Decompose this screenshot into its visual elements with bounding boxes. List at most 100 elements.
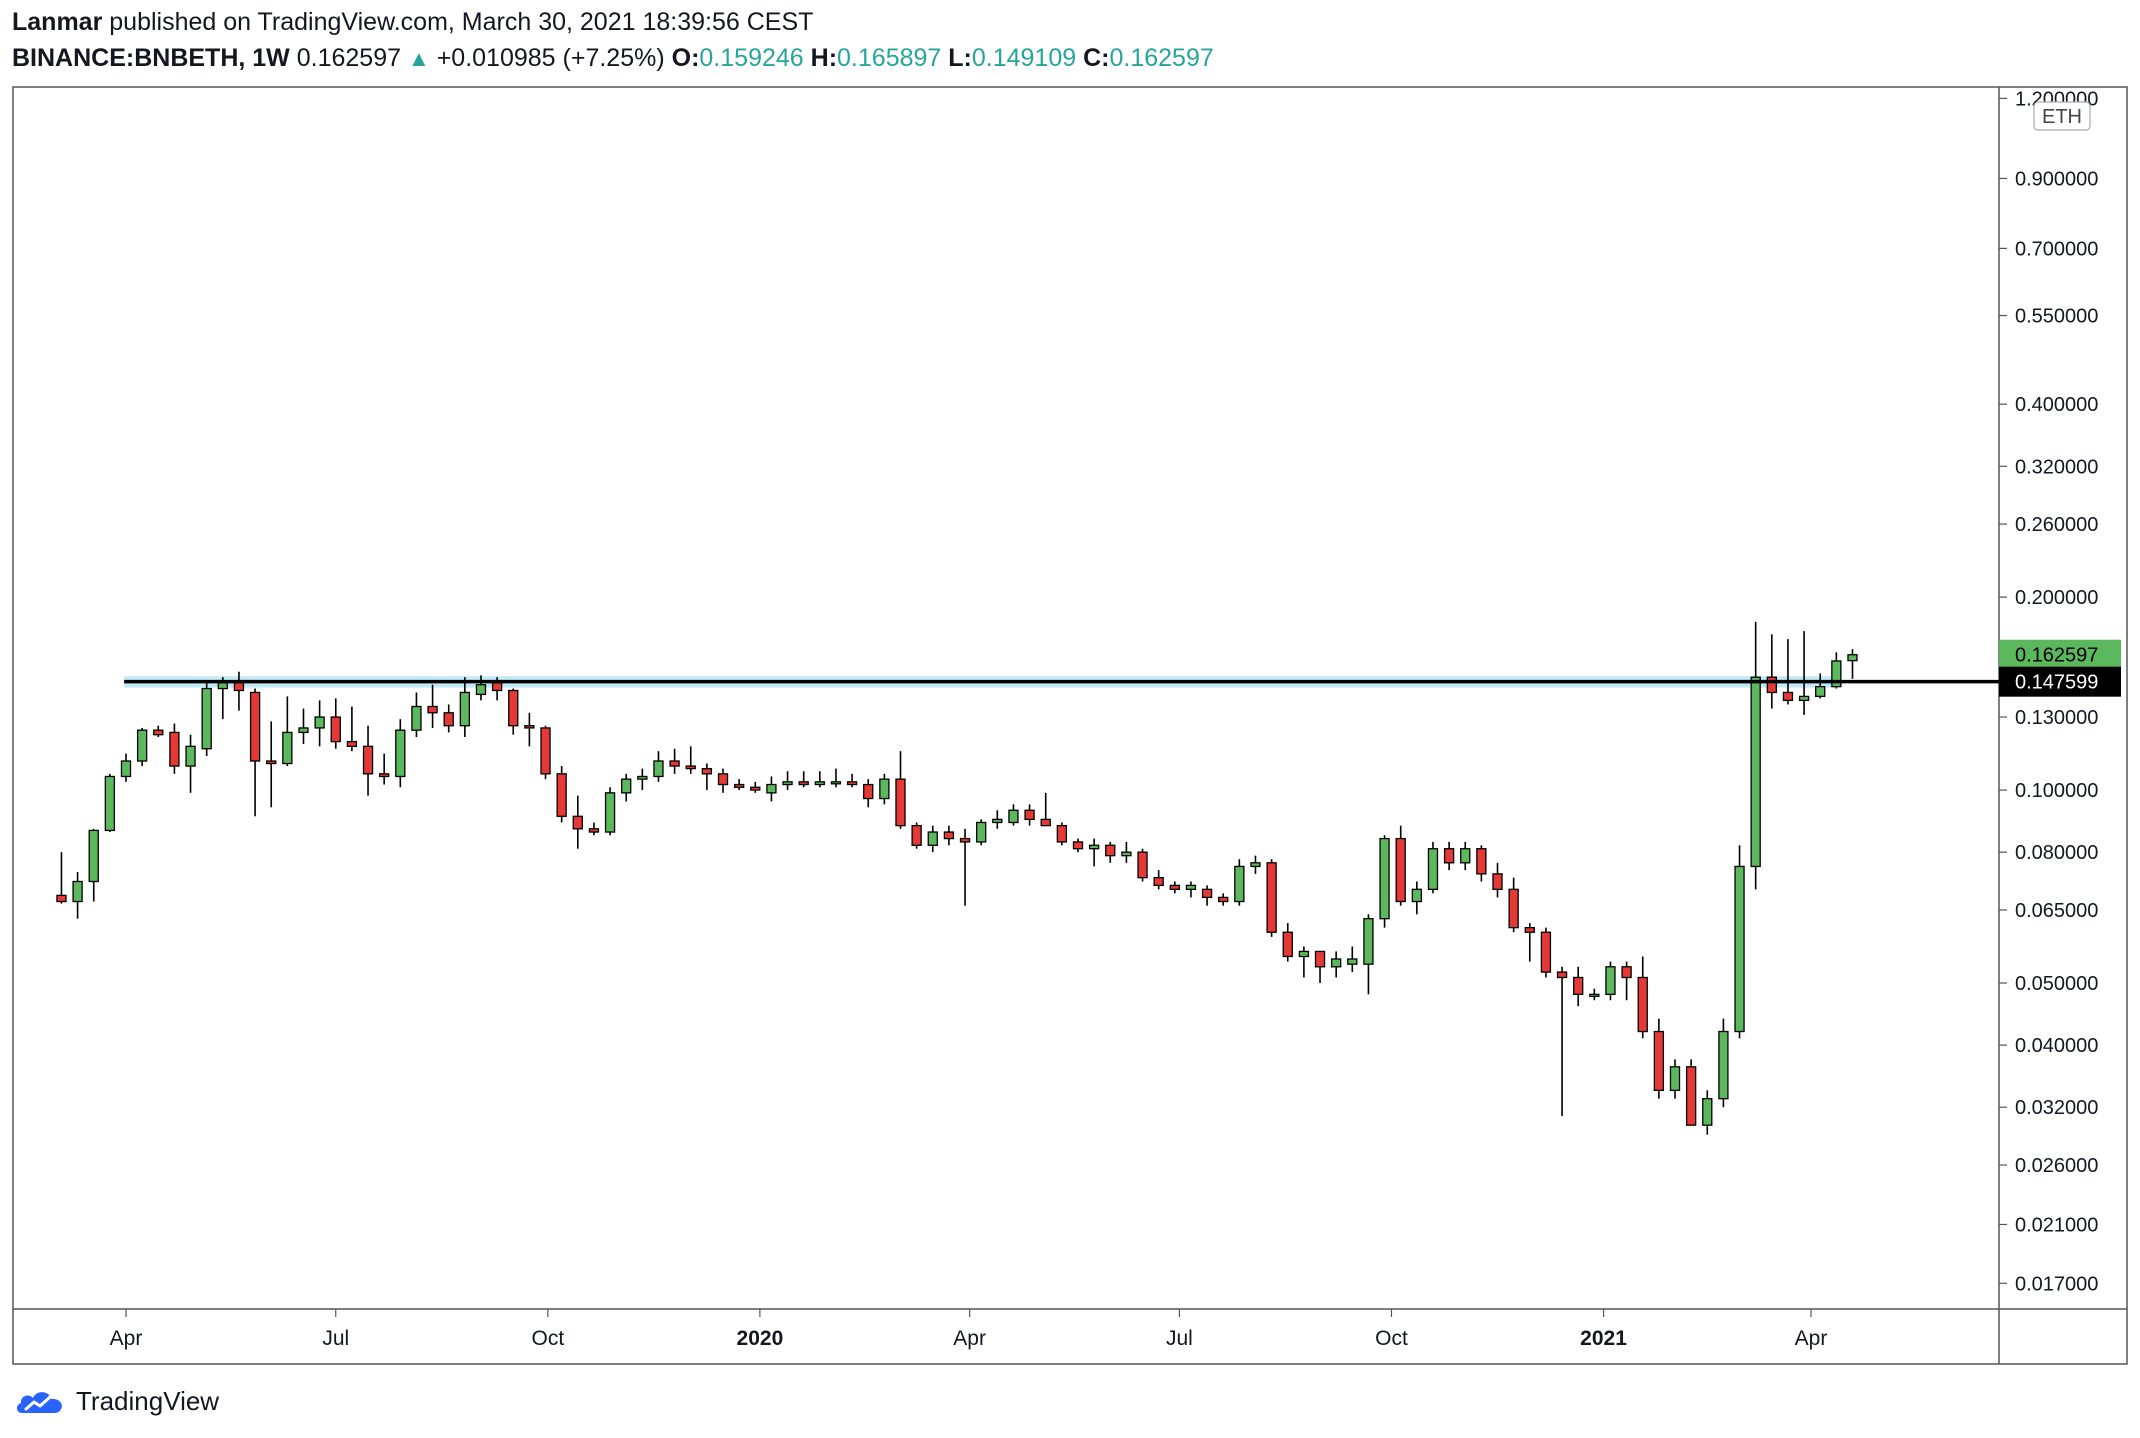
candle[interactable] [475, 675, 487, 701]
candle[interactable] [621, 773, 632, 802]
candlestick-chart[interactable]: 1.2000000.9000000.7000000.5500000.400000… [0, 0, 2140, 1380]
candle[interactable] [1282, 923, 1293, 962]
candle[interactable] [1250, 855, 1261, 874]
candle[interactable] [1556, 966, 1568, 1117]
candle[interactable] [1072, 838, 1084, 853]
candle[interactable] [1040, 792, 1051, 827]
candle[interactable] [540, 725, 551, 780]
candle[interactable] [1798, 631, 1810, 715]
candle[interactable] [1298, 946, 1310, 978]
author-name[interactable]: Lanmar [12, 8, 103, 36]
candle[interactable] [717, 768, 729, 793]
candle[interactable] [1605, 961, 1616, 1001]
candle[interactable] [1330, 951, 1342, 978]
candle[interactable] [120, 753, 132, 782]
candle[interactable] [733, 779, 745, 791]
candle[interactable] [943, 825, 955, 846]
candle[interactable] [459, 677, 471, 737]
last-price-badge[interactable]: 0.162597 [1999, 639, 2121, 670]
candle[interactable] [669, 748, 680, 774]
candle[interactable] [1734, 845, 1745, 1039]
candle[interactable] [524, 712, 535, 747]
candle[interactable] [314, 700, 325, 747]
candle[interactable] [1637, 956, 1648, 1039]
candle[interactable] [766, 776, 777, 802]
candle[interactable] [895, 751, 906, 829]
candle[interactable] [1411, 881, 1423, 915]
candle[interactable] [556, 766, 567, 823]
candle[interactable] [1573, 966, 1584, 1007]
candle[interactable] [153, 725, 164, 737]
candle[interactable] [1379, 835, 1390, 928]
candle[interactable] [588, 822, 600, 836]
candle[interactable] [1750, 621, 1761, 890]
candle[interactable] [1460, 841, 1471, 871]
candle[interactable] [863, 779, 874, 808]
candle[interactable] [701, 763, 713, 791]
candle[interactable] [1685, 1059, 1697, 1126]
candle[interactable] [1088, 838, 1100, 867]
candle[interactable] [1508, 877, 1519, 933]
candle[interactable] [1008, 804, 1019, 826]
candle[interactable] [1395, 825, 1406, 906]
candle[interactable] [1153, 870, 1164, 890]
candle[interactable] [1492, 862, 1503, 898]
candle[interactable] [911, 822, 922, 849]
candle[interactable] [1815, 673, 1826, 699]
candle[interactable] [879, 773, 890, 805]
candle[interactable] [685, 746, 696, 774]
candle[interactable] [1524, 923, 1535, 962]
candle[interactable] [1121, 841, 1132, 863]
candle[interactable] [653, 751, 664, 782]
candle[interactable] [1056, 822, 1068, 846]
candle[interactable] [830, 768, 842, 788]
candle[interactable] [1266, 859, 1277, 937]
candle[interactable] [604, 787, 616, 836]
candle[interactable] [1427, 841, 1439, 894]
candle[interactable] [976, 819, 987, 846]
candle[interactable] [249, 688, 261, 817]
candle[interactable] [1314, 950, 1326, 983]
candle[interactable] [1218, 893, 1229, 906]
candle[interactable] [330, 698, 341, 749]
candle[interactable] [346, 706, 358, 752]
candle[interactable] [846, 773, 858, 788]
line-price-badge[interactable]: 0.147599 [1999, 666, 2121, 697]
candle[interactable] [1766, 634, 1777, 709]
candle[interactable] [1653, 1018, 1665, 1099]
candle[interactable] [508, 688, 519, 735]
candle[interactable] [959, 828, 971, 906]
candle[interactable] [798, 771, 809, 788]
footer-brand[interactable]: TradingView [14, 1386, 219, 1417]
candle[interactable] [1782, 639, 1794, 705]
candle[interactable] [169, 723, 180, 774]
currency-badge[interactable]: ETH [2033, 101, 2091, 131]
candle[interactable] [282, 696, 293, 767]
candle[interactable] [782, 771, 793, 791]
candle[interactable] [814, 771, 825, 788]
candle[interactable] [1185, 881, 1197, 898]
candle[interactable] [1347, 946, 1358, 973]
candle[interactable] [298, 708, 309, 744]
candle[interactable] [362, 725, 374, 796]
candle[interactable] [1169, 881, 1180, 894]
candle[interactable] [56, 852, 67, 904]
candle[interactable] [1847, 649, 1858, 679]
candle[interactable] [1363, 914, 1374, 995]
candle[interactable] [217, 677, 228, 720]
candle[interactable] [185, 734, 196, 793]
candle[interactable] [1702, 1090, 1713, 1135]
candle[interactable] [572, 795, 583, 849]
candle[interactable] [411, 692, 422, 737]
candle[interactable] [1540, 927, 1552, 978]
candle[interactable] [72, 871, 83, 919]
candle[interactable] [1234, 859, 1245, 906]
candle[interactable] [637, 768, 648, 791]
candle[interactable] [750, 781, 761, 793]
candle[interactable] [1669, 1059, 1681, 1099]
candle[interactable] [443, 704, 454, 733]
candle[interactable] [1024, 804, 1035, 826]
candle[interactable] [1137, 848, 1148, 882]
candle[interactable] [1718, 1018, 1729, 1108]
candle[interactable] [1476, 845, 1487, 882]
